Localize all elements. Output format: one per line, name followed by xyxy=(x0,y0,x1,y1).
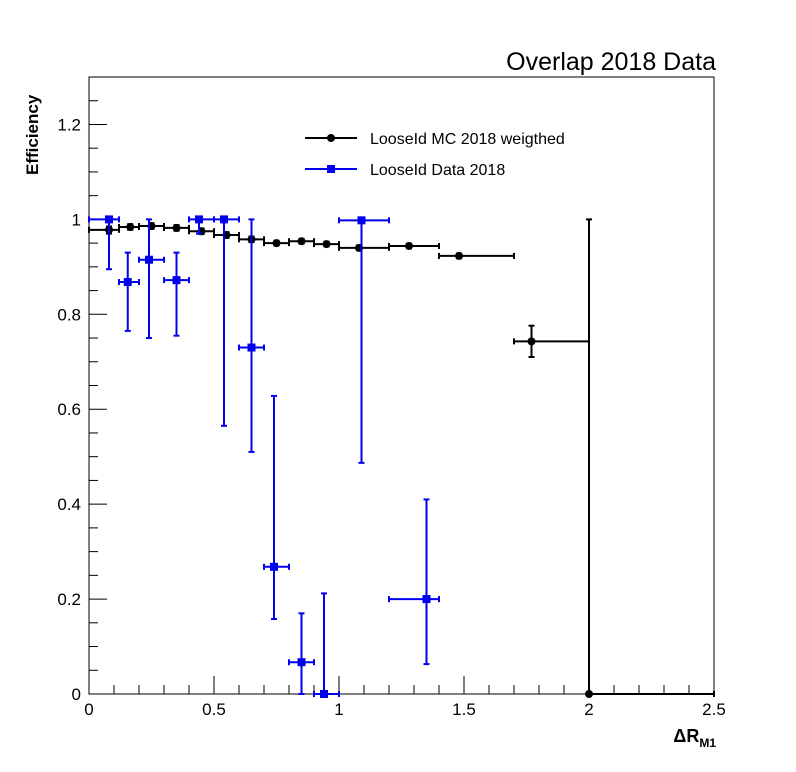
data-point xyxy=(320,690,328,698)
y-tick-label: 1.2 xyxy=(57,115,81,134)
legend-label-data: LooseId Data 2018 xyxy=(370,162,505,179)
x-axis-title-subscript: M1 xyxy=(699,736,716,750)
data-point xyxy=(585,690,593,698)
y-tick-label: 0.2 xyxy=(57,590,81,609)
y-tick-label: 0.8 xyxy=(57,305,81,324)
data-point xyxy=(220,215,228,224)
chart-title: Overlap 2018 Data xyxy=(506,48,716,76)
data-point xyxy=(527,337,536,346)
y-tick-label: 0.4 xyxy=(57,495,81,514)
y-axis-title: Efficiency xyxy=(23,94,42,175)
legend-marker-mc xyxy=(327,134,335,142)
data-point xyxy=(145,255,153,264)
x-tick-label: 1.5 xyxy=(452,700,476,719)
x-axis-title-main: ΔR xyxy=(673,726,699,746)
data-point xyxy=(405,241,413,250)
data-point xyxy=(422,595,431,604)
x-tick-label: 2 xyxy=(584,700,593,719)
series-1 xyxy=(88,215,440,698)
data-point xyxy=(123,278,132,287)
axis-ticks: 0 0.5 1 1.5 2 2.5 0 0.2 0.4 0.6 0.8 1 1.2 xyxy=(57,76,726,719)
x-tick-label: 2.5 xyxy=(702,700,726,719)
series-layer xyxy=(88,215,715,698)
legend-marker-data xyxy=(327,165,335,173)
data-point xyxy=(126,222,135,231)
data-point xyxy=(455,251,463,260)
y-tick-label: 0.6 xyxy=(57,400,81,419)
y-tick-label: 0 xyxy=(72,685,81,704)
data-point xyxy=(195,215,203,224)
x-axis-title: ΔRM1 xyxy=(673,726,716,750)
data-point xyxy=(172,276,181,285)
data-point xyxy=(357,216,366,225)
data-point xyxy=(105,215,113,224)
legend: LooseId MC 2018 weigthed LooseId Data 20… xyxy=(305,131,565,179)
data-point xyxy=(172,223,181,232)
x-tick-label: 0.5 xyxy=(202,700,226,719)
data-point xyxy=(270,562,278,571)
legend-label-mc: LooseId MC 2018 weigthed xyxy=(370,131,565,148)
x-tick-label: 0 xyxy=(84,700,93,719)
y-tick-label: 1 xyxy=(72,210,81,229)
data-point xyxy=(297,237,306,246)
data-point xyxy=(272,239,281,248)
x-tick-label: 1 xyxy=(334,700,343,719)
data-point xyxy=(247,343,256,352)
data-point xyxy=(297,658,306,667)
data-point xyxy=(322,240,331,249)
